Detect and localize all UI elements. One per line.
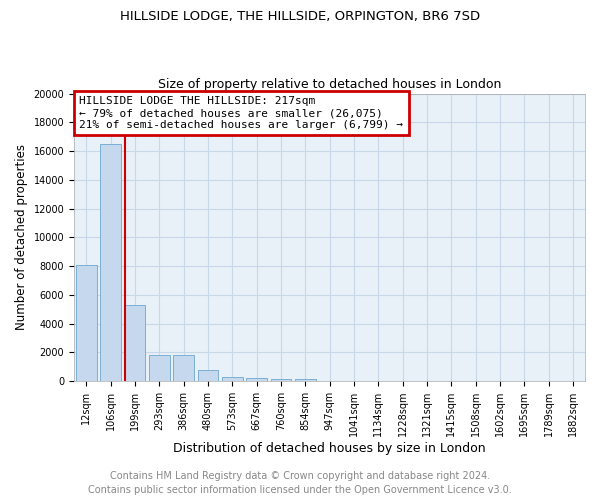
Bar — [76, 264, 97, 381]
Bar — [246, 378, 267, 381]
Bar — [149, 354, 170, 381]
Bar — [222, 377, 242, 381]
Title: Size of property relative to detached houses in London: Size of property relative to detached ho… — [158, 78, 501, 91]
Bar — [197, 370, 218, 381]
Bar — [100, 144, 121, 381]
Text: Contains HM Land Registry data © Crown copyright and database right 2024.
Contai: Contains HM Land Registry data © Crown c… — [88, 471, 512, 495]
Text: HILLSIDE LODGE, THE HILLSIDE, ORPINGTON, BR6 7SD: HILLSIDE LODGE, THE HILLSIDE, ORPINGTON,… — [120, 10, 480, 23]
X-axis label: Distribution of detached houses by size in London: Distribution of detached houses by size … — [173, 442, 486, 455]
Bar — [295, 380, 316, 381]
Bar — [271, 379, 291, 381]
Text: HILLSIDE LODGE THE HILLSIDE: 217sqm
← 79% of detached houses are smaller (26,075: HILLSIDE LODGE THE HILLSIDE: 217sqm ← 79… — [79, 96, 403, 130]
Bar — [125, 305, 145, 381]
Y-axis label: Number of detached properties: Number of detached properties — [15, 144, 28, 330]
Bar — [173, 354, 194, 381]
